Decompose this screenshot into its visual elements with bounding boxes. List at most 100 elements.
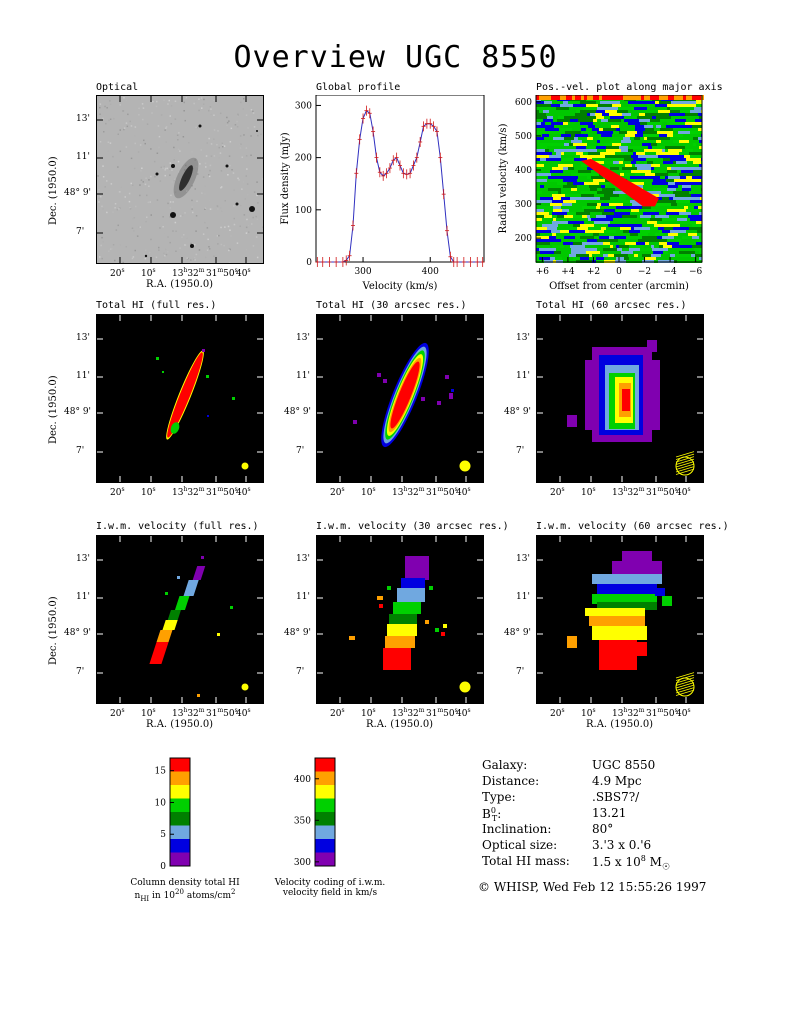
pv-noise-cell xyxy=(536,242,550,245)
pv-noise-cell xyxy=(648,146,652,149)
pv-noise-cell xyxy=(621,251,633,254)
pv-noise-cell xyxy=(552,194,565,197)
pv-noise-cell xyxy=(599,164,612,167)
noise-pixel xyxy=(196,173,199,175)
noise-pixel xyxy=(194,188,196,190)
noise-pixel xyxy=(162,216,164,218)
pv-noise-cell xyxy=(536,248,539,251)
pv-noise-cell xyxy=(630,173,635,176)
ra-tick-label: 20s xyxy=(330,486,345,498)
noise-speck xyxy=(217,633,220,636)
pv-noise-cell xyxy=(678,131,690,134)
pv-noise-cell xyxy=(539,206,553,209)
noise-pixel xyxy=(255,215,257,218)
dec-tick-label: 11' xyxy=(296,592,310,602)
noise-speck xyxy=(353,420,357,424)
noise-pixel xyxy=(184,119,186,122)
pv-noise-cell xyxy=(670,230,686,233)
beam-hatch xyxy=(675,461,695,468)
pv-edge-cell xyxy=(566,95,569,100)
pv-noise-cell xyxy=(631,161,636,164)
pv-noise-cell xyxy=(577,179,593,182)
pv-noise-cell xyxy=(605,185,614,188)
pv-noise-cell xyxy=(544,182,557,185)
pv-noise-cell xyxy=(581,128,586,131)
noise-pixel xyxy=(162,226,164,228)
pv-noise-cell xyxy=(635,104,647,107)
dec-tick-label: 7' xyxy=(76,446,85,456)
pv-noise-cell xyxy=(536,233,540,236)
pv-noise-cell xyxy=(558,224,573,227)
noise-pixel xyxy=(156,199,159,201)
noise-pixel xyxy=(186,237,188,240)
noise-pixel xyxy=(174,221,177,224)
noise-speck xyxy=(435,628,439,632)
noise-pixel xyxy=(164,174,166,177)
pv-noise-cell xyxy=(557,182,567,185)
noise-pixel xyxy=(236,242,239,244)
noise-pixel xyxy=(178,132,180,134)
pv-noise-cell xyxy=(536,143,540,146)
star xyxy=(256,130,258,132)
beam-ellipse xyxy=(241,462,249,470)
pv-noise-cell xyxy=(548,176,555,179)
pv-noise-cell xyxy=(699,251,702,254)
noise-pixel xyxy=(252,110,254,113)
pv-noise-cell xyxy=(620,200,630,203)
pv-noise-cell xyxy=(667,242,679,245)
pv-noise-cell xyxy=(631,170,640,173)
iwm-30-map xyxy=(316,535,484,704)
pv-noise-cell xyxy=(552,221,568,224)
noise-pixel xyxy=(184,169,186,171)
pv-noise-cell xyxy=(683,134,698,137)
noise-pixel xyxy=(170,123,172,125)
pv-noise-cell xyxy=(644,182,652,185)
noise-pixel xyxy=(173,146,175,149)
total-hi-60-map xyxy=(536,314,704,483)
noise-pixel xyxy=(237,113,239,115)
noise-pixel xyxy=(164,129,166,131)
pv-noise-cell xyxy=(610,116,619,119)
noise-pixel xyxy=(226,121,229,124)
pv-noise-cell xyxy=(673,227,689,230)
pv-noise-cell xyxy=(687,116,694,119)
pv-edge-cell xyxy=(599,95,602,100)
colorbar-tick-label: 0 xyxy=(160,862,166,871)
pv-noise-cell xyxy=(567,182,573,185)
pv-noise-cell xyxy=(561,191,572,194)
pv-noise-cell xyxy=(545,149,549,152)
pv-noise-cell xyxy=(554,251,561,254)
pv-noise-cell xyxy=(647,104,655,107)
map-pixel xyxy=(622,389,630,411)
pv-noise-cell xyxy=(593,233,599,236)
pv-noise-cell xyxy=(541,122,545,125)
pv-noise-cell xyxy=(622,215,637,218)
pv-noise-cell xyxy=(593,122,607,125)
pv-noise-cell xyxy=(589,254,592,257)
pv-noise-cell xyxy=(632,164,635,167)
pv-edge-cell xyxy=(626,95,629,100)
pv-noise-cell xyxy=(616,206,631,209)
noise-speck xyxy=(162,371,164,373)
pv-noise-cell xyxy=(574,167,587,170)
colorbar-segment xyxy=(170,798,190,812)
pv-noise-cell xyxy=(652,182,668,185)
pv-noise-cell xyxy=(685,113,698,116)
map-contour xyxy=(170,422,180,434)
noise-pixel xyxy=(247,224,250,227)
noise-pixel xyxy=(171,169,173,171)
pv-noise-cell xyxy=(615,152,619,155)
pv-noise-cell xyxy=(656,116,671,119)
dec-tick-label: 7' xyxy=(516,446,525,456)
noise-speck xyxy=(443,624,447,628)
noise-pixel xyxy=(142,107,145,109)
ra-tick-label: 40s xyxy=(676,486,691,498)
noise-pixel xyxy=(181,214,184,217)
noise-pixel xyxy=(208,137,210,140)
pv-noise-cell xyxy=(643,134,659,137)
map-pixel xyxy=(567,636,577,648)
noise-pixel xyxy=(122,261,124,263)
noise-pixel xyxy=(125,122,128,124)
